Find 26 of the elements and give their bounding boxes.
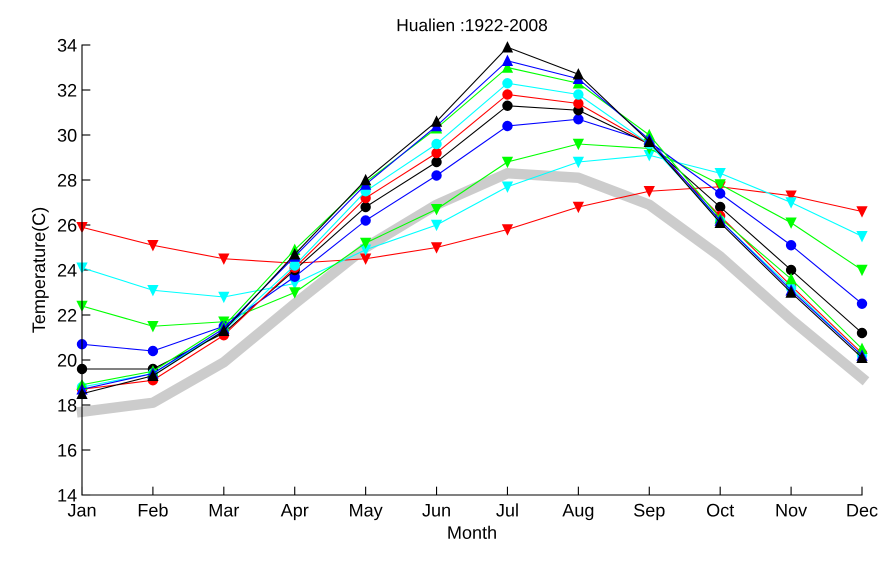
y-axis-title: Temperature(C) xyxy=(32,208,49,333)
x-tick-label: Sep xyxy=(634,504,665,520)
y-tick-label: 18 xyxy=(58,398,76,412)
x-tick-label: Apr xyxy=(280,504,308,520)
x-tick-label: Aug xyxy=(562,504,594,520)
y-tick-label: 28 xyxy=(58,174,76,187)
x-tick-label: Oct xyxy=(706,504,734,517)
chart-title: Hualien :1922-2008 xyxy=(398,18,548,32)
x-tick-label: Jul xyxy=(496,503,518,517)
y-tick-label: 16 xyxy=(58,444,76,457)
x-tick-label: Mar xyxy=(210,504,240,517)
y-tick-label: 20 xyxy=(58,354,76,367)
x-tick-label: Jan xyxy=(68,504,96,517)
x-tick-label: May xyxy=(350,504,383,520)
x-tick-label: Feb xyxy=(138,503,168,517)
x-tick-label: Jun xyxy=(422,504,450,517)
y-tick-label: 32 xyxy=(58,84,76,97)
x-axis-title: Month xyxy=(448,526,496,539)
x-tick-label: Dec xyxy=(847,504,878,517)
y-tick-label: 30 xyxy=(58,128,76,142)
y-tick-label: 14 xyxy=(58,489,77,502)
y-tick-label: 34 xyxy=(58,38,77,52)
y-tick-label: 26 xyxy=(58,218,76,232)
y-tick-label: 22 xyxy=(58,308,76,322)
x-tick-label: Nov xyxy=(776,504,808,517)
y-tick-label: 24 xyxy=(58,264,77,277)
